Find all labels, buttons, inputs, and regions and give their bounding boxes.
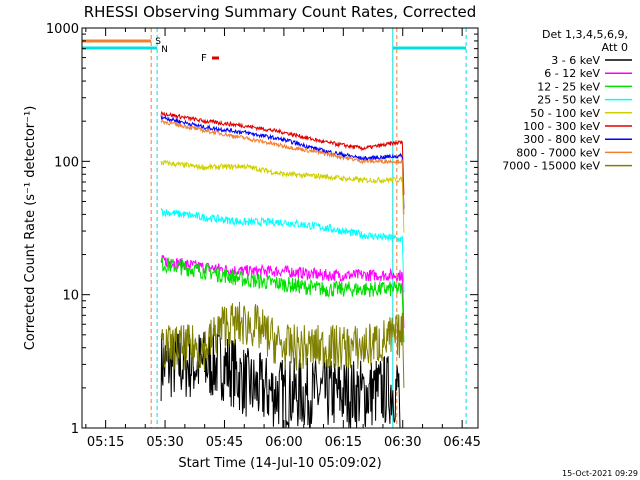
plot-frame [81,27,479,429]
series-line-1 [160,255,405,329]
x-tick-label: 05:45 [206,435,243,450]
series-line-4 [160,159,405,233]
x-tick-label: 06:15 [325,435,362,450]
legend-label: 25 - 50 keV [537,94,600,107]
x-tick-label: 06:45 [443,435,480,450]
legend-header: Det 1,3,4,5,6,9, [542,28,628,41]
saa-flag-label: S [155,37,161,47]
y-tick-label: 100 [54,155,79,170]
y-axis-label: Corrected Count Rate (s⁻¹ detector⁻¹) [23,106,38,351]
legend-label: 50 - 100 keV [530,107,600,120]
series-line-8 [160,301,405,388]
x-tick-label: 06:30 [384,435,421,450]
series-line-2 [160,257,405,343]
axes: 05:15 05:30 05:45 06:00 06:15 06:30 06:45 1 10 10… [46,22,481,450]
y-tick-label: 1 [71,422,79,437]
x-tick-label: 06:00 [265,435,302,450]
footer-date: 15-Oct-2021 09:29 [562,469,638,478]
legend-label: 3 - 6 keV [551,54,600,67]
legend-label: 300 - 800 keV [523,133,600,146]
flare-flag-label: F [201,53,207,64]
series-line-5 [160,110,405,195]
night-flag-label: N [161,45,168,55]
series-line-3 [160,207,405,293]
y-tick-label: 1000 [46,22,79,37]
legend-label: 6 - 12 keV [544,67,600,80]
legend-label: 100 - 300 keV [523,120,600,133]
legend-label: 12 - 25 keV [537,80,600,93]
series-line-7 [160,119,405,215]
plot-area: SN F [82,28,467,429]
x-tick-label: 05:15 [87,435,124,450]
y-tick-label: 10 [62,289,79,304]
chart-title: RHESSI Observing Summary Count Rates, Co… [84,3,477,21]
x-axis-label: Start Time (14-Jul-10 05:09:02) [178,456,381,471]
legend-label: 800 - 7000 keV [516,146,600,159]
legend-header: Att 0 [602,41,628,54]
x-tick-label: 05:30 [146,435,183,450]
legend-label: 7000 - 15000 keV [502,160,600,173]
series-line-6 [160,115,405,209]
